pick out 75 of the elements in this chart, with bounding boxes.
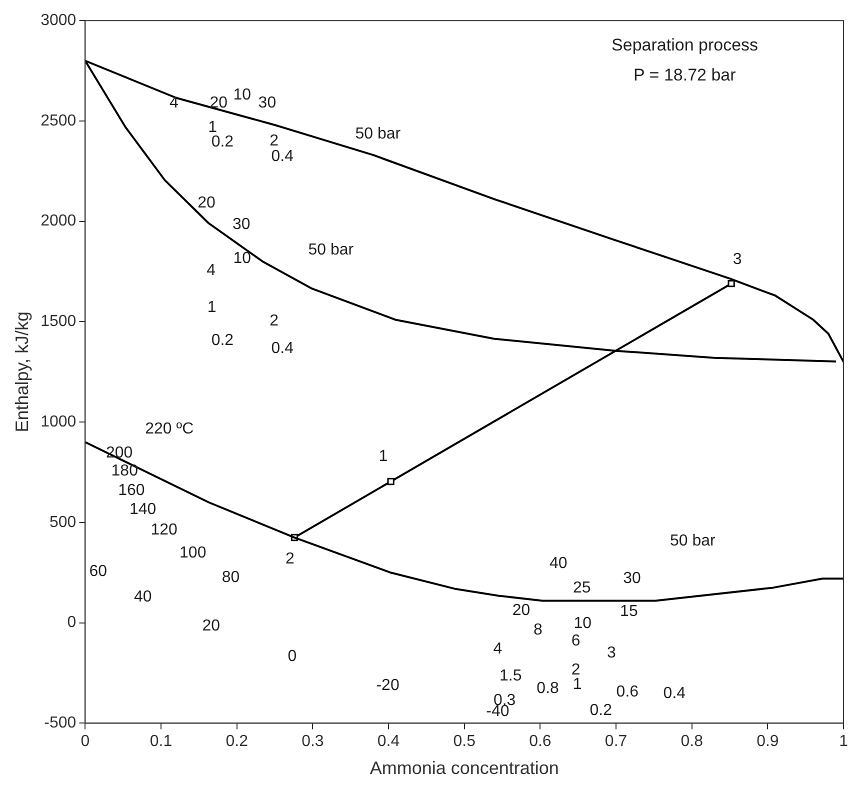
annotation: P = 18.72 bar xyxy=(634,65,736,84)
annotation: 200 xyxy=(106,444,133,462)
annotation: 30 xyxy=(623,570,641,587)
x-tick-label: 0.7 xyxy=(604,733,628,750)
annotation: 0 xyxy=(288,648,297,665)
annotation: 0.2 xyxy=(211,134,234,151)
x-tick-label: 0.3 xyxy=(302,733,324,750)
annotation: 50 bar xyxy=(308,241,354,258)
y-tick-label: 2000 xyxy=(40,212,76,230)
x-tick-label: 1 xyxy=(839,733,848,750)
annotation: 100 xyxy=(180,544,206,562)
annotation: 4 xyxy=(493,640,502,658)
annotation: 140 xyxy=(129,500,156,518)
annotation: 0.6 xyxy=(616,683,639,700)
annotation: 50 bar xyxy=(355,125,402,142)
annotation: 20 xyxy=(210,94,228,112)
annotation: 1 xyxy=(207,299,216,316)
annotation: 1 xyxy=(378,448,388,466)
x-tick-label: 0.6 xyxy=(529,733,552,750)
annotation: 2 xyxy=(571,661,580,678)
annotation: 2 xyxy=(270,132,279,150)
annotation: 50 bar xyxy=(670,532,716,550)
annotation: 10 xyxy=(233,250,252,267)
annotation: 1 xyxy=(572,676,582,694)
x-tick-label: 0.2 xyxy=(226,733,248,750)
y-tick-label: 3000 xyxy=(40,12,76,30)
annotation: 220 ºC xyxy=(145,420,194,438)
annotation: 160 xyxy=(118,482,145,500)
x-tick-label: 0.9 xyxy=(756,733,779,750)
y-tick-label: 1500 xyxy=(40,313,76,330)
annotation: 4 xyxy=(169,94,178,112)
y-axis-title: Enthalpy, kJ/kg xyxy=(12,312,32,432)
annotation: 6 xyxy=(571,632,580,650)
annotation: 1.5 xyxy=(500,667,522,684)
y-tick-label: 0 xyxy=(67,614,76,632)
annotation: -20 xyxy=(376,677,400,694)
annotation: 30 xyxy=(258,94,276,112)
annotation: 10 xyxy=(574,615,592,632)
annotation: 3 xyxy=(732,250,742,268)
x-tick-label: 0.8 xyxy=(680,733,704,750)
x-tick-label: 0.1 xyxy=(150,733,172,750)
annotation: 2 xyxy=(285,550,294,568)
x-tick-label: 0.5 xyxy=(453,733,476,750)
annotation: 3 xyxy=(607,644,616,662)
annotation: 10 xyxy=(233,86,252,104)
annotation: 0.4 xyxy=(663,684,686,702)
annotation: 25 xyxy=(573,580,591,597)
x-tick-label: 0.4 xyxy=(377,733,400,750)
annotation: 120 xyxy=(150,522,178,539)
annotation: 2 xyxy=(270,312,279,330)
annotation: 40 xyxy=(134,588,152,606)
y-tick-label: 2500 xyxy=(40,112,76,130)
y-tick-label: 1000 xyxy=(40,413,76,430)
annotation: 0.4 xyxy=(271,340,294,358)
annotation: 0.8 xyxy=(536,680,560,698)
annotation: Separation process xyxy=(612,35,758,54)
annotation: 80 xyxy=(222,568,240,586)
x-tick-label: 0 xyxy=(80,733,90,750)
x-axis-title: Ammonia concentration xyxy=(370,758,559,778)
annotation: 40 xyxy=(550,555,568,572)
annotation: 0.2 xyxy=(590,702,612,719)
annotation: 30 xyxy=(232,216,250,233)
y-tick-label: 500 xyxy=(49,514,76,531)
annotation: 4 xyxy=(206,262,216,279)
annotation: 60 xyxy=(89,563,108,580)
annotation: 180 xyxy=(111,462,138,480)
annotation: 20 xyxy=(512,602,530,620)
annotation: 0.4 xyxy=(271,148,294,166)
annotation: 0.2 xyxy=(211,332,234,349)
annotation: 8 xyxy=(533,621,542,638)
annotation: 1 xyxy=(208,119,218,136)
annotation: 20 xyxy=(198,194,216,212)
y-tick-label: -500 xyxy=(44,714,76,732)
annotation: 15 xyxy=(620,602,638,620)
annotation: 20 xyxy=(202,618,220,635)
